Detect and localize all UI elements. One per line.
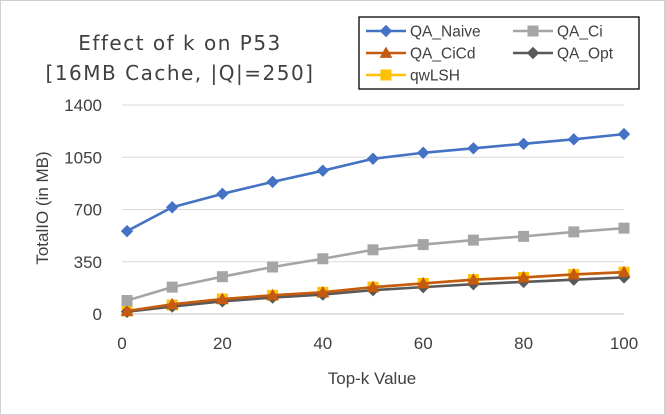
legend-label: qwLSH: [410, 68, 460, 85]
chart-title-line-1: Effect of k on P53: [78, 31, 282, 55]
data-point-qa-cicd: [366, 280, 380, 293]
data-point-qa-ci: [121, 295, 133, 307]
y-tick-label: 0: [93, 305, 102, 324]
data-point-qa-cicd: [467, 273, 480, 285]
data-point-qa-cicd: [517, 270, 530, 283]
data-point-qa-cicd: [567, 267, 581, 280]
data-point-qa-naive: [165, 201, 179, 214]
legend-entry-qwlsh: qwLSH: [366, 68, 460, 85]
y-tick-label: 700: [74, 201, 102, 220]
series-line-qa-naive: [126, 132, 625, 233]
gridlines: [122, 104, 624, 315]
data-point-qa-naive: [120, 224, 134, 238]
data-point-qa-cicd: [416, 276, 430, 289]
series-qa-cicd: [120, 265, 631, 316]
data-point-qa-ci: [417, 239, 429, 251]
data-point-qa-naive: [216, 187, 229, 201]
series-group: [120, 127, 631, 318]
data-point-qa-cicd: [165, 297, 179, 310]
x-tick-label: 0: [117, 334, 126, 353]
data-point-qa-cicd: [216, 292, 229, 304]
data-point-qa-ci: [568, 226, 580, 238]
legend-label: QA_Opt: [557, 46, 614, 63]
data-point-qa-naive: [517, 137, 530, 151]
legend-marker: [527, 25, 539, 37]
legend-label: QA_CiCd: [410, 46, 475, 63]
data-point-qa-ci: [618, 222, 630, 234]
y-tick-labels: 0 350 700 1050 1400: [64, 96, 102, 324]
x-tick-label: 40: [313, 334, 332, 353]
y-tick-label: 1400: [64, 96, 102, 115]
data-point-qa-cicd: [120, 304, 134, 316]
data-point-qa-ci: [467, 234, 479, 246]
legend-marker: [379, 24, 393, 38]
data-point-qa-ci: [166, 281, 178, 293]
legend-marker: [526, 46, 540, 60]
data-point-qa-cicd: [617, 265, 631, 278]
y-axis-label: TotalIO (in MB): [33, 151, 52, 264]
data-point-qa-ci: [317, 253, 329, 265]
data-point-qa-ci: [216, 271, 228, 283]
x-tick-labels: 0 20 40 60 80 100: [117, 334, 638, 353]
legend-entry-qa-naive: QA_Naive: [366, 24, 481, 41]
x-tick-label: 80: [514, 334, 533, 353]
data-point-qa-naive: [266, 175, 279, 189]
x-axis-label: Top-k Value: [328, 369, 417, 388]
legend-label: QA_Ci: [557, 24, 603, 41]
y-tick-label: 350: [74, 253, 102, 272]
legend: QA_Naive QA_Ci QA_CiCd QA_Opt qwLSH: [358, 16, 640, 90]
legend-entry-qa-ci: QA_Ci: [513, 24, 603, 41]
legend-marker: [380, 69, 392, 81]
data-point-qa-ci: [267, 261, 279, 273]
data-point-qa-cicd: [316, 285, 330, 298]
x-tick-label: 20: [213, 334, 232, 353]
data-point-qa-naive: [316, 164, 330, 177]
data-point-qa-ci: [367, 244, 379, 256]
legend-entry-qa-cicd: QA_CiCd: [366, 46, 475, 63]
data-point-qa-naive: [567, 133, 581, 146]
legend-label: QA_Naive: [410, 24, 481, 41]
series-qa-naive: [120, 127, 631, 238]
data-point-qa-naive: [416, 146, 430, 159]
x-tick-label: 100: [610, 334, 638, 353]
data-point-qa-naive: [617, 127, 631, 141]
data-point-qa-ci: [518, 230, 530, 242]
data-point-qa-naive: [467, 142, 480, 155]
data-point-qa-naive: [366, 152, 380, 165]
y-tick-label: 1050: [64, 148, 102, 167]
legend-entry-qa-opt: QA_Opt: [513, 46, 614, 63]
legend-marker: [379, 46, 393, 58]
x-tick-label: 60: [414, 334, 433, 353]
chart-title-line-2: [16MB Cache, |Q|=250]: [46, 61, 315, 85]
series-qa-ci: [121, 222, 630, 307]
series-qa-opt: [120, 271, 631, 318]
data-point-qa-cicd: [266, 288, 279, 301]
